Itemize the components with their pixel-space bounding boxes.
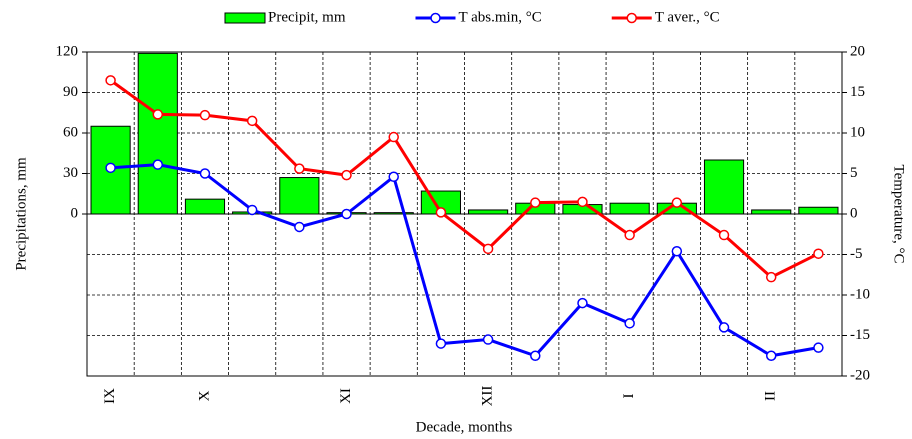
point [294,163,305,174]
point [246,204,258,216]
x-axis-title: Decade, months [416,419,513,435]
bar [468,209,509,215]
legend-label: T aver., °C [655,9,720,25]
point [246,115,258,127]
y-axis-title: Precipitations, mm [13,157,29,271]
y2-tick-label: 10 [850,124,865,140]
point [341,169,352,181]
point [577,196,588,208]
point [294,221,305,233]
y2-axis-title: Temperature, °C [891,164,907,263]
point [671,197,683,208]
point [530,350,541,361]
point [482,334,494,345]
bar [373,212,414,215]
point [199,109,211,121]
point [671,246,683,257]
y2-tick-label: -20 [850,367,870,383]
point [718,229,730,241]
y-tick-label: 60 [63,124,78,140]
x-tick-label: XII [480,386,496,407]
point [152,159,164,170]
bar [184,198,226,215]
x-tick-label: XI [338,388,354,404]
point [765,271,777,283]
y2-tick-label: -15 [850,327,870,343]
point [435,207,447,218]
point [813,342,824,353]
y-tick-label: 120 [56,43,79,59]
point [152,109,164,120]
y2-tick-label: 15 [850,84,865,100]
plot-frame [86,51,843,377]
y2-tick-label: 20 [850,43,865,59]
point [341,208,352,220]
point [388,131,399,143]
point [765,350,777,361]
point [482,243,494,255]
y-tick-label: 0 [71,205,79,221]
legend-marker [430,12,441,24]
x-tick-label: I [621,394,637,399]
line [109,79,820,279]
point [624,318,635,329]
x-tick-label: II [763,391,779,401]
x-tick-label: X [196,390,212,401]
point [530,197,541,208]
y2-tick-label: 0 [850,205,858,221]
y-tick-label: 90 [63,84,78,100]
bar [279,177,320,215]
x-tick-label: IX [102,388,118,404]
point [577,297,588,309]
point [199,168,211,179]
point [813,248,824,259]
point [388,171,399,182]
y2-tick-label: 5 [850,165,858,181]
bar [798,206,839,215]
legend-swatch [224,12,266,24]
bar [609,202,650,215]
point [105,75,116,86]
y-tick-label: 30 [63,165,78,181]
point [624,229,635,241]
bar [703,159,745,215]
line [110,163,819,358]
legend-label: T abs.min, °C [459,9,542,25]
y2-tick-label: -5 [850,246,863,262]
point [718,322,730,333]
legend-label: Precipit, mm [268,9,346,25]
point [105,162,116,174]
y2-tick-label: -10 [850,286,870,302]
legend-marker [626,12,637,24]
bar [751,209,792,215]
bar [137,52,178,215]
point [435,338,447,349]
